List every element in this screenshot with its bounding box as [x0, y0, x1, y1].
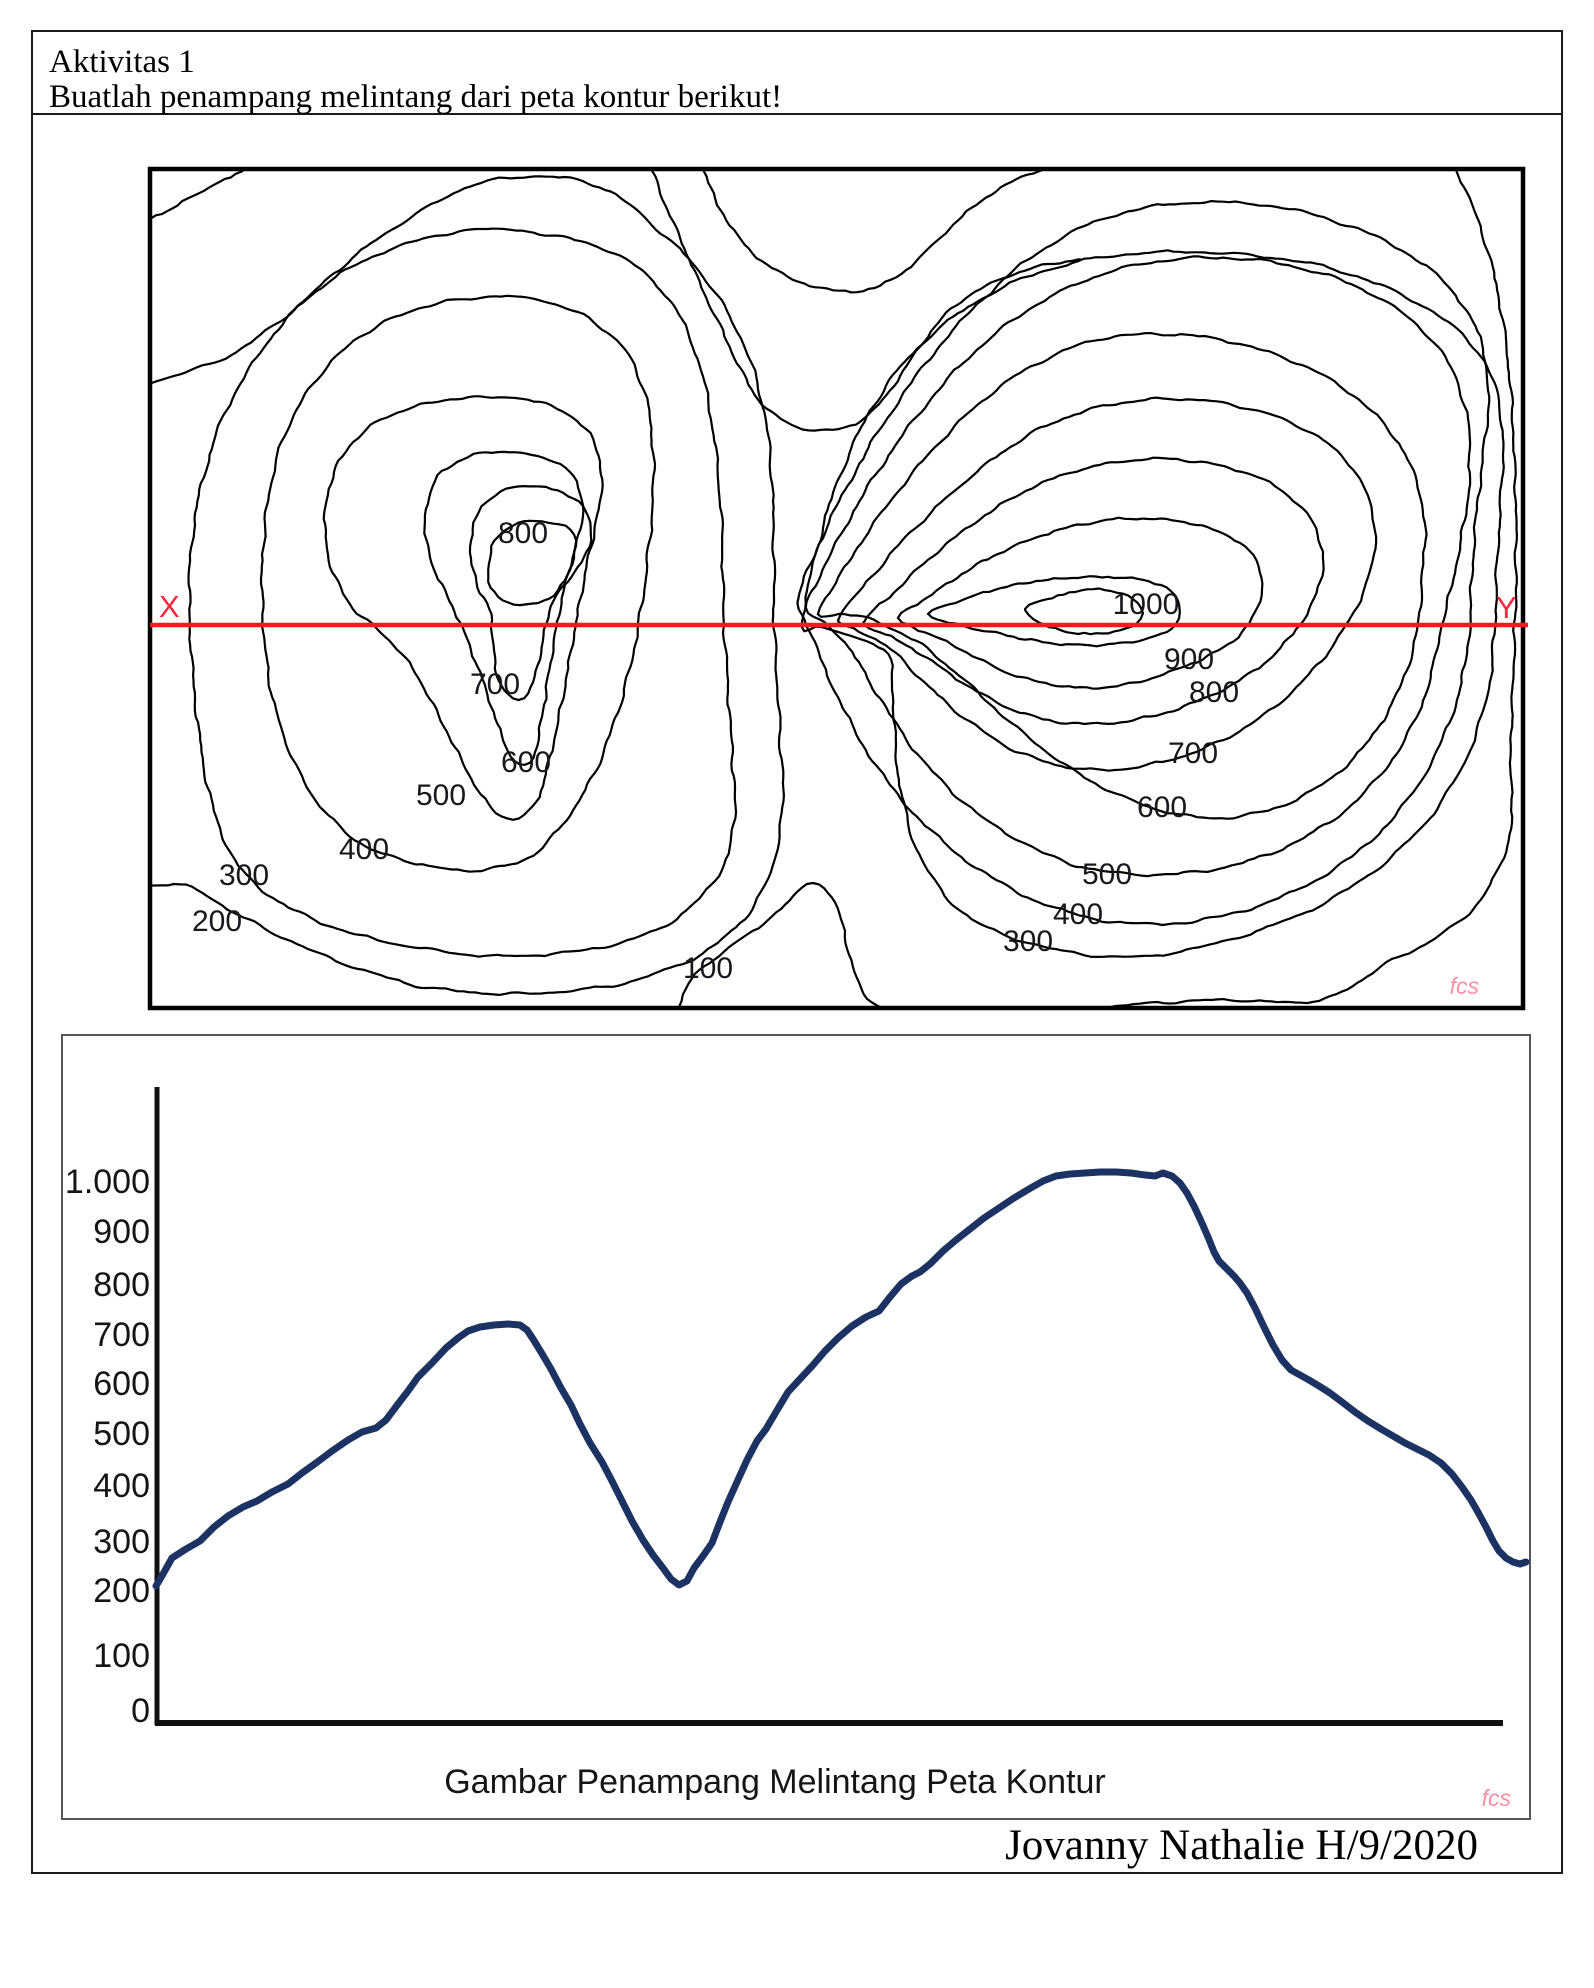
svg-text:800: 800 — [498, 517, 548, 550]
svg-text:Buatlah penampang melintang da: Buatlah penampang melintang dari peta ko… — [49, 79, 782, 115]
svg-text:100: 100 — [93, 1637, 150, 1675]
svg-text:700: 700 — [470, 668, 520, 701]
svg-text:800: 800 — [93, 1266, 150, 1304]
svg-text:500: 500 — [1082, 858, 1132, 891]
svg-text:600: 600 — [501, 746, 551, 779]
svg-text:200: 200 — [192, 905, 242, 938]
svg-text:1000: 1000 — [1113, 588, 1180, 621]
svg-text:900: 900 — [1164, 643, 1214, 676]
svg-text:400: 400 — [339, 833, 389, 866]
svg-text:800: 800 — [1189, 676, 1239, 709]
svg-text:300: 300 — [1003, 925, 1053, 958]
svg-text:700: 700 — [1168, 737, 1218, 770]
svg-text:1.000: 1.000 — [65, 1163, 150, 1201]
svg-text:Y: Y — [1496, 590, 1517, 625]
svg-text:Aktivitas 1: Aktivitas 1 — [49, 44, 195, 80]
svg-text:500: 500 — [416, 779, 466, 812]
svg-text:0: 0 — [131, 1692, 150, 1730]
svg-text:Gambar Penampang Melintang Pet: Gambar Penampang Melintang Peta Kontur — [444, 1763, 1106, 1801]
svg-text:Jovanny Nathalie H/9/2020: Jovanny Nathalie H/9/2020 — [1005, 1822, 1478, 1869]
svg-text:300: 300 — [219, 859, 269, 892]
svg-text:700: 700 — [93, 1316, 150, 1354]
svg-text:400: 400 — [93, 1467, 150, 1505]
svg-text:900: 900 — [93, 1213, 150, 1251]
svg-text:300: 300 — [93, 1523, 150, 1561]
svg-text:200: 200 — [93, 1572, 150, 1610]
svg-text:fcs: fcs — [1450, 973, 1480, 999]
svg-text:500: 500 — [93, 1415, 150, 1453]
svg-text:600: 600 — [93, 1365, 150, 1403]
svg-text:400: 400 — [1053, 898, 1103, 931]
svg-text:100: 100 — [683, 952, 733, 985]
svg-text:X: X — [159, 589, 180, 624]
svg-text:fcs: fcs — [1482, 1785, 1512, 1811]
svg-text:600: 600 — [1137, 791, 1187, 824]
